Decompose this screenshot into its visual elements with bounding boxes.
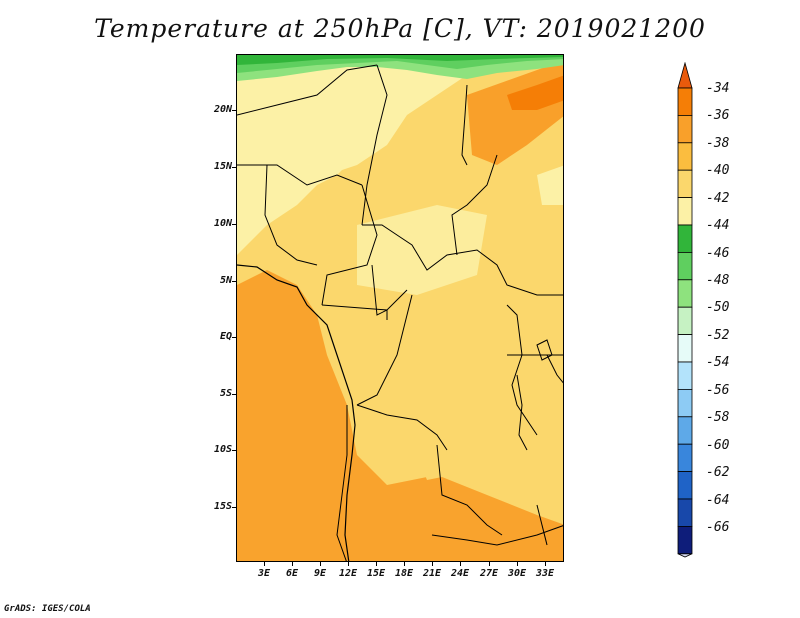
lat-tick <box>232 507 236 508</box>
lon-label-30e: 30E <box>507 568 527 579</box>
colorbar-swatch <box>677 388 693 418</box>
colorbar-swatch <box>677 306 693 335</box>
field-minus-38-south <box>237 270 563 561</box>
lat-label-5n: 5N <box>219 275 232 286</box>
colorbar-swatch <box>677 525 693 555</box>
country-borders <box>237 64 563 561</box>
colorbar-label: -36 <box>706 108 730 123</box>
lon-tick <box>517 562 518 566</box>
colorbar-label: -48 <box>706 273 730 288</box>
colorbar-swatch <box>677 471 693 500</box>
colorbar-label: -64 <box>706 493 730 508</box>
lon-tick <box>292 562 293 566</box>
lon-tick <box>348 562 349 566</box>
lat-tick <box>232 337 236 338</box>
colorbar-swatch <box>677 169 693 198</box>
field-minus-42-north <box>237 65 377 215</box>
colorbar-swatch <box>677 87 693 116</box>
grads-credit: GrADS: IGES/COLA <box>4 604 91 614</box>
lat-tick <box>232 110 236 111</box>
lat-label-15s: 15S <box>213 501 232 512</box>
field-minus-42-central <box>357 205 487 295</box>
map-panel <box>236 54 564 562</box>
lon-label-18e: 18E <box>394 568 414 579</box>
colorbar-bottom-arrow <box>677 553 693 558</box>
colorbar-swatch <box>677 224 693 253</box>
lon-tick <box>489 562 490 566</box>
colorbar-label: -56 <box>706 383 730 398</box>
lon-tick <box>376 562 377 566</box>
colorbar-label: -42 <box>706 191 730 206</box>
lon-label-27e: 27E <box>479 568 499 579</box>
colorbar-swatch <box>677 279 693 308</box>
colorbar-swatch <box>677 361 693 390</box>
lat-tick <box>232 394 236 395</box>
field-minus-36-northeast <box>507 75 563 110</box>
colorbar-label: -60 <box>706 438 730 453</box>
lon-tick <box>460 562 461 566</box>
colorbar-swatch <box>677 142 693 171</box>
lon-label-9e: 9E <box>313 568 327 579</box>
temperature-map <box>237 55 563 561</box>
lon-tick <box>320 562 321 566</box>
lat-label-10s: 10S <box>213 444 232 455</box>
colorbar-label: -66 <box>706 520 730 535</box>
chart-title: Temperature at 250hPa [C], VT: 201902120… <box>94 14 706 43</box>
lon-tick <box>404 562 405 566</box>
lakes <box>516 339 553 546</box>
lat-tick <box>232 167 236 168</box>
colorbar-label: -38 <box>706 136 730 151</box>
colorbar-label: -44 <box>706 218 730 233</box>
colorbar-swatch <box>677 251 693 281</box>
lon-tick <box>432 562 433 566</box>
lon-label-21e: 21E <box>422 568 442 579</box>
lat-label-20n: 20N <box>213 104 232 115</box>
field-minus-40-patch <box>417 435 457 480</box>
colorbar-swatch <box>677 115 693 144</box>
field-minus-42-east <box>537 165 563 205</box>
colorbar-swatch <box>677 416 693 445</box>
lat-label-15n: 15N <box>213 161 232 172</box>
lat-label-5s: 5S <box>219 388 232 399</box>
colorbar-swatch <box>677 498 693 527</box>
colorbar-label: -62 <box>706 465 730 480</box>
colorbar-top-arrow <box>677 62 693 89</box>
lon-label-15e: 15E <box>366 568 386 579</box>
lon-label-12e: 12E <box>338 568 358 579</box>
lat-tick <box>232 450 236 451</box>
lat-tick <box>232 281 236 282</box>
colorbar-swatch <box>677 197 693 226</box>
lon-label-33e: 33E <box>535 568 555 579</box>
lon-tick <box>545 562 546 566</box>
colorbar-label: -34 <box>706 81 730 96</box>
colorbar-label: -40 <box>706 163 730 178</box>
colorbar-label: -50 <box>706 300 730 315</box>
lon-tick <box>264 562 265 566</box>
colorbar-label: -46 <box>706 246 730 261</box>
lon-label-3e: 3E <box>257 568 271 579</box>
colorbar <box>677 62 693 558</box>
colorbar-label: -58 <box>706 410 730 425</box>
lat-tick <box>232 224 236 225</box>
colorbar-label: -54 <box>706 355 730 370</box>
coastline <box>237 264 356 561</box>
lon-label-6e: 6E <box>285 568 299 579</box>
lat-label-10n: 10N <box>213 218 232 229</box>
lon-label-24e: 24E <box>450 568 470 579</box>
colorbar-swatch <box>677 334 693 363</box>
lat-label-eq: EQ <box>219 331 232 342</box>
field-minus-44 <box>237 55 563 65</box>
colorbar-label: -52 <box>706 328 730 343</box>
colorbar-swatch <box>677 443 693 473</box>
